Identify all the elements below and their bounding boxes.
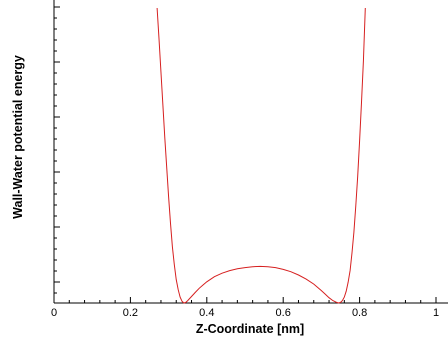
x-tick-label: 0.8 — [352, 307, 367, 319]
x-tick-label: 0.6 — [276, 307, 291, 319]
series-line — [156, 7, 366, 304]
x-tick-label: 0 — [51, 307, 57, 319]
ticks: 0 0.2 0.4 0.6 0.8 1 — [51, 6, 439, 319]
x-axis-title: Z-Coordinate [nm] — [196, 322, 304, 336]
x-tick-label: 1 — [433, 307, 439, 319]
x-tick-label: 0.2 — [123, 307, 138, 319]
x-tick-label: 0.4 — [199, 307, 214, 319]
series-layer — [156, 7, 366, 304]
y-axis-title: Wall-Water potential energy — [11, 55, 25, 219]
axes — [53, 0, 448, 304]
